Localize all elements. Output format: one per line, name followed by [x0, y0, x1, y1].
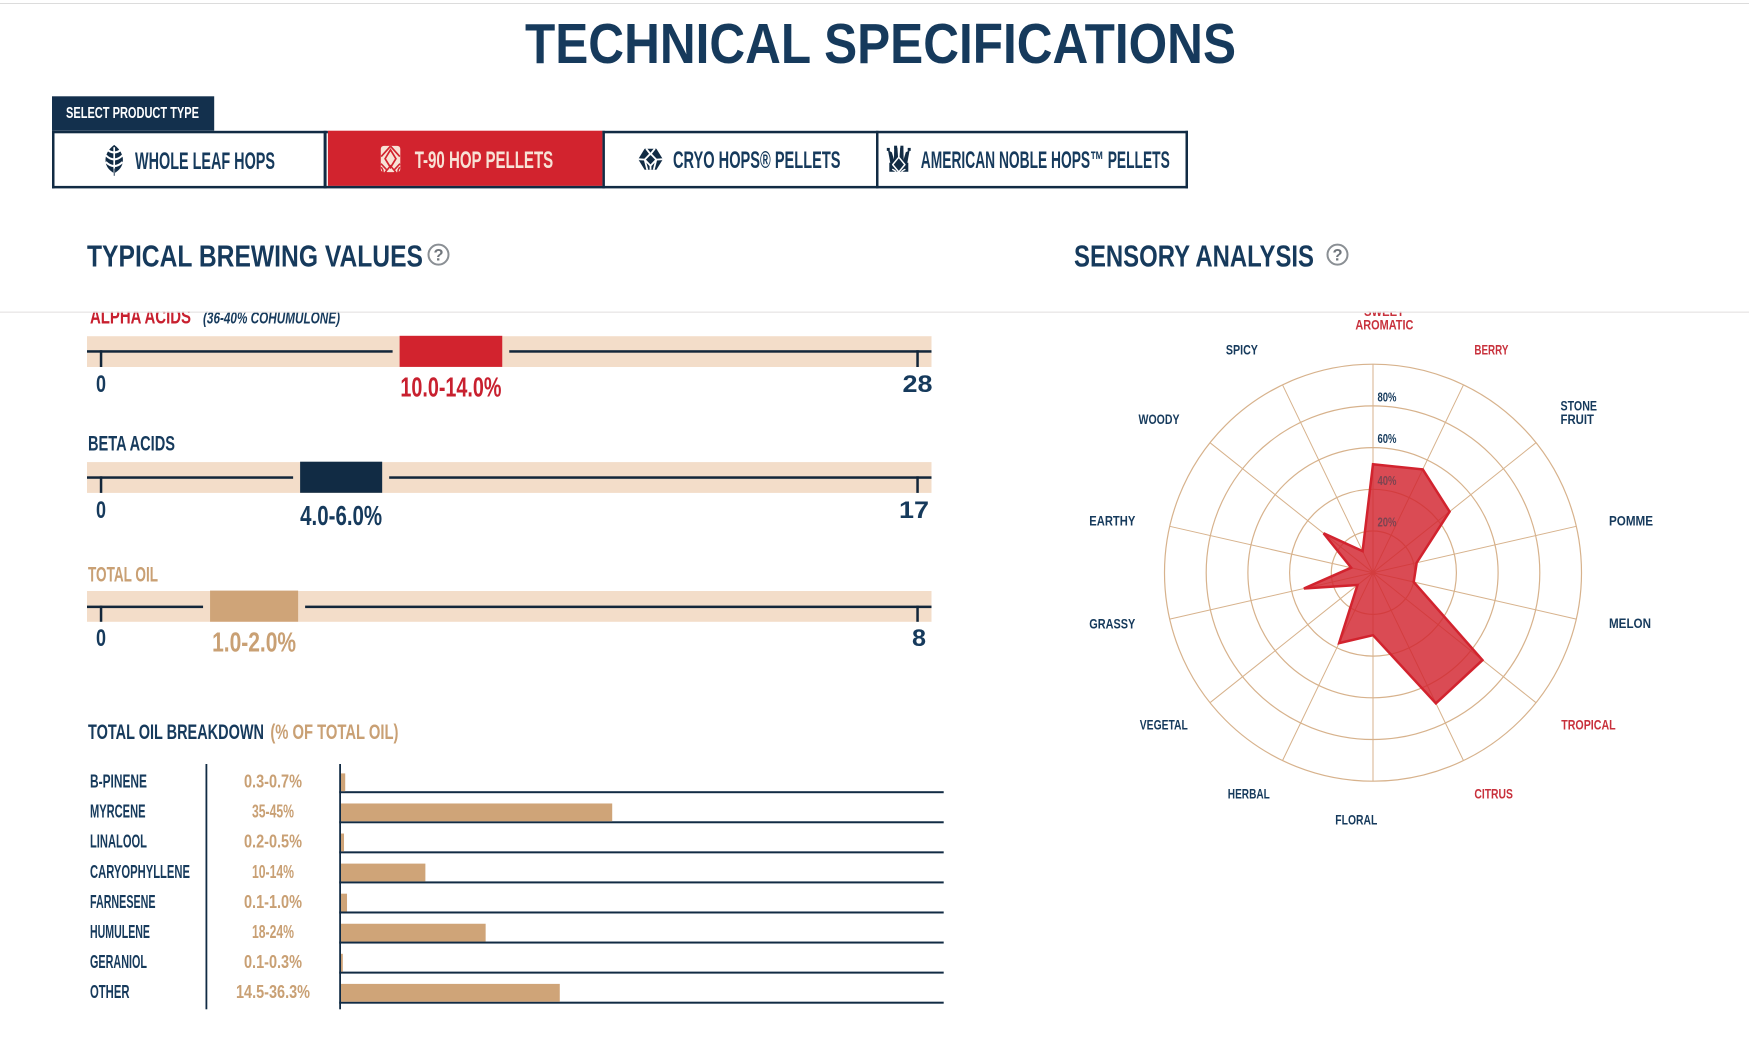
svg-text:CRYO HOPS® PELLETS: CRYO HOPS® PELLETS [673, 147, 841, 174]
svg-text:28: 28 [903, 372, 933, 398]
svg-text:BERRY: BERRY [1474, 343, 1508, 358]
svg-text:MELON: MELON [1609, 616, 1651, 631]
svg-text:FLORAL: FLORAL [1335, 813, 1377, 828]
svg-text:20%: 20% [1378, 515, 1397, 530]
svg-text:VEGETAL: VEGETAL [1140, 717, 1188, 732]
svg-text:AMERICAN NOBLE HOPS™ PELLETS: AMERICAN NOBLE HOPS™ PELLETS [921, 147, 1170, 174]
svg-text:STONE: STONE [1561, 398, 1598, 413]
svg-text:WHOLE LEAF HOPS: WHOLE LEAF HOPS [135, 148, 275, 175]
svg-text:14.5-36.3%: 14.5-36.3% [236, 981, 310, 1002]
svg-text:GRASSY: GRASSY [1089, 616, 1135, 631]
svg-text:TROPICAL: TROPICAL [1561, 717, 1616, 732]
svg-text:BETA ACIDS: BETA ACIDS [88, 432, 175, 456]
svg-text:(36-40% COHUMULONE): (36-40% COHUMULONE) [203, 308, 340, 327]
svg-text:0: 0 [96, 498, 106, 524]
svg-text:0.2-0.5%: 0.2-0.5% [244, 831, 302, 852]
svg-text:POMME: POMME [1609, 514, 1653, 529]
svg-text:18-24%: 18-24% [252, 921, 294, 942]
svg-text:0.3-0.7%: 0.3-0.7% [244, 771, 302, 792]
svg-text:LINALOOL: LINALOOL [90, 831, 147, 852]
svg-text:8: 8 [912, 626, 926, 652]
svg-text:17: 17 [899, 498, 929, 524]
svg-text:OTHER: OTHER [90, 981, 130, 1002]
svg-text:SPICY: SPICY [1226, 343, 1258, 358]
svg-text:0.1-1.0%: 0.1-1.0% [244, 891, 302, 912]
svg-text:WOODY: WOODY [1139, 412, 1180, 427]
svg-text:(% OF TOTAL OIL): (% OF TOTAL OIL) [270, 720, 398, 744]
svg-text:CITRUS: CITRUS [1474, 787, 1513, 802]
svg-text:35-45%: 35-45% [252, 801, 294, 822]
svg-text:10-14%: 10-14% [252, 861, 294, 882]
svg-text:TECHNICAL SPECIFICATIONS: TECHNICAL SPECIFICATIONS [525, 13, 1236, 76]
svg-text:1.0-2.0%: 1.0-2.0% [212, 626, 296, 657]
svg-text:B-PINENE: B-PINENE [90, 771, 147, 792]
svg-text:60%: 60% [1378, 431, 1397, 446]
svg-text:0: 0 [96, 626, 106, 652]
svg-text:HERBAL: HERBAL [1228, 787, 1270, 802]
svg-text:?: ? [433, 247, 443, 265]
svg-text:T-90 HOP PELLETS: T-90 HOP PELLETS [415, 147, 554, 174]
svg-text:HUMULENE: HUMULENE [90, 921, 150, 942]
svg-text:0: 0 [96, 372, 106, 398]
svg-text:4.0-6.0%: 4.0-6.0% [300, 500, 382, 531]
svg-text:FRUIT: FRUIT [1561, 412, 1595, 427]
svg-text:TOTAL OIL: TOTAL OIL [88, 563, 158, 587]
svg-text:EARTHY: EARTHY [1089, 514, 1135, 529]
svg-text:SELECT PRODUCT TYPE: SELECT PRODUCT TYPE [66, 105, 199, 122]
svg-text:?: ? [1332, 247, 1342, 265]
svg-text:FARNESENE: FARNESENE [90, 891, 156, 912]
svg-text:TOTAL OIL BREAKDOWN: TOTAL OIL BREAKDOWN [88, 720, 264, 744]
svg-text:80%: 80% [1378, 389, 1397, 404]
svg-text:40%: 40% [1378, 473, 1397, 488]
svg-text:10.0-14.0%: 10.0-14.0% [400, 372, 501, 403]
svg-text:AROMATIC: AROMATIC [1355, 318, 1413, 333]
svg-text:GERANIOL: GERANIOL [90, 951, 147, 972]
svg-text:0.1-0.3%: 0.1-0.3% [244, 951, 302, 972]
svg-text:MYRCENE: MYRCENE [90, 801, 146, 822]
svg-text:CARYOPHYLLENE: CARYOPHYLLENE [90, 861, 190, 882]
